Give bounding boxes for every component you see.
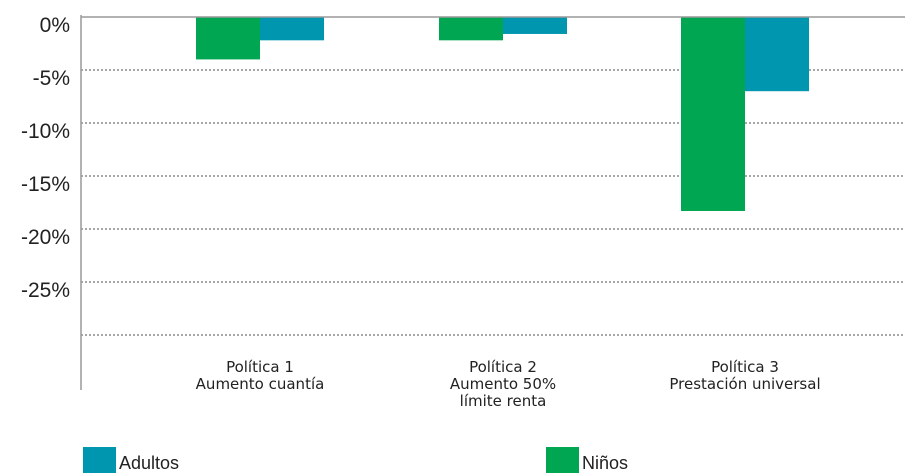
y-tick-label: -10% [21,120,70,143]
bar-adultos-3 [745,17,809,92]
bar-adultos-2 [503,17,567,34]
category-label: Política 1 Aumento cuantía [196,358,325,393]
legend-label: Niños [582,453,628,473]
y-tick-label: -20% [21,226,70,249]
gridlines [81,69,905,336]
bars [196,17,809,211]
bar-ni-os-2 [439,17,503,41]
axes [80,15,905,390]
y-tick-label: -15% [21,173,70,196]
y-tick-label: 0% [40,14,70,37]
legend: Adultos Niños [83,447,628,473]
category-label: Política 2 Aumento 50% límite renta [450,358,556,410]
y-tick-labels: 0% -5% -10% -15% -20% -25% [21,14,70,302]
legend-swatch [546,447,579,473]
y-tick-label: -5% [33,67,70,90]
legend-label: Adultos [119,453,179,473]
category-label: Política 3 Prestación universal [669,358,820,393]
bar-adultos-1 [260,17,324,41]
bar-ni-os-1 [196,17,260,60]
y-tick-label: -25% [21,279,70,302]
category-labels: Política 1 Aumento cuantía Política 2 Aumen… [196,358,821,410]
legend-swatch [83,447,116,473]
bar-ni-os-3 [681,17,745,211]
